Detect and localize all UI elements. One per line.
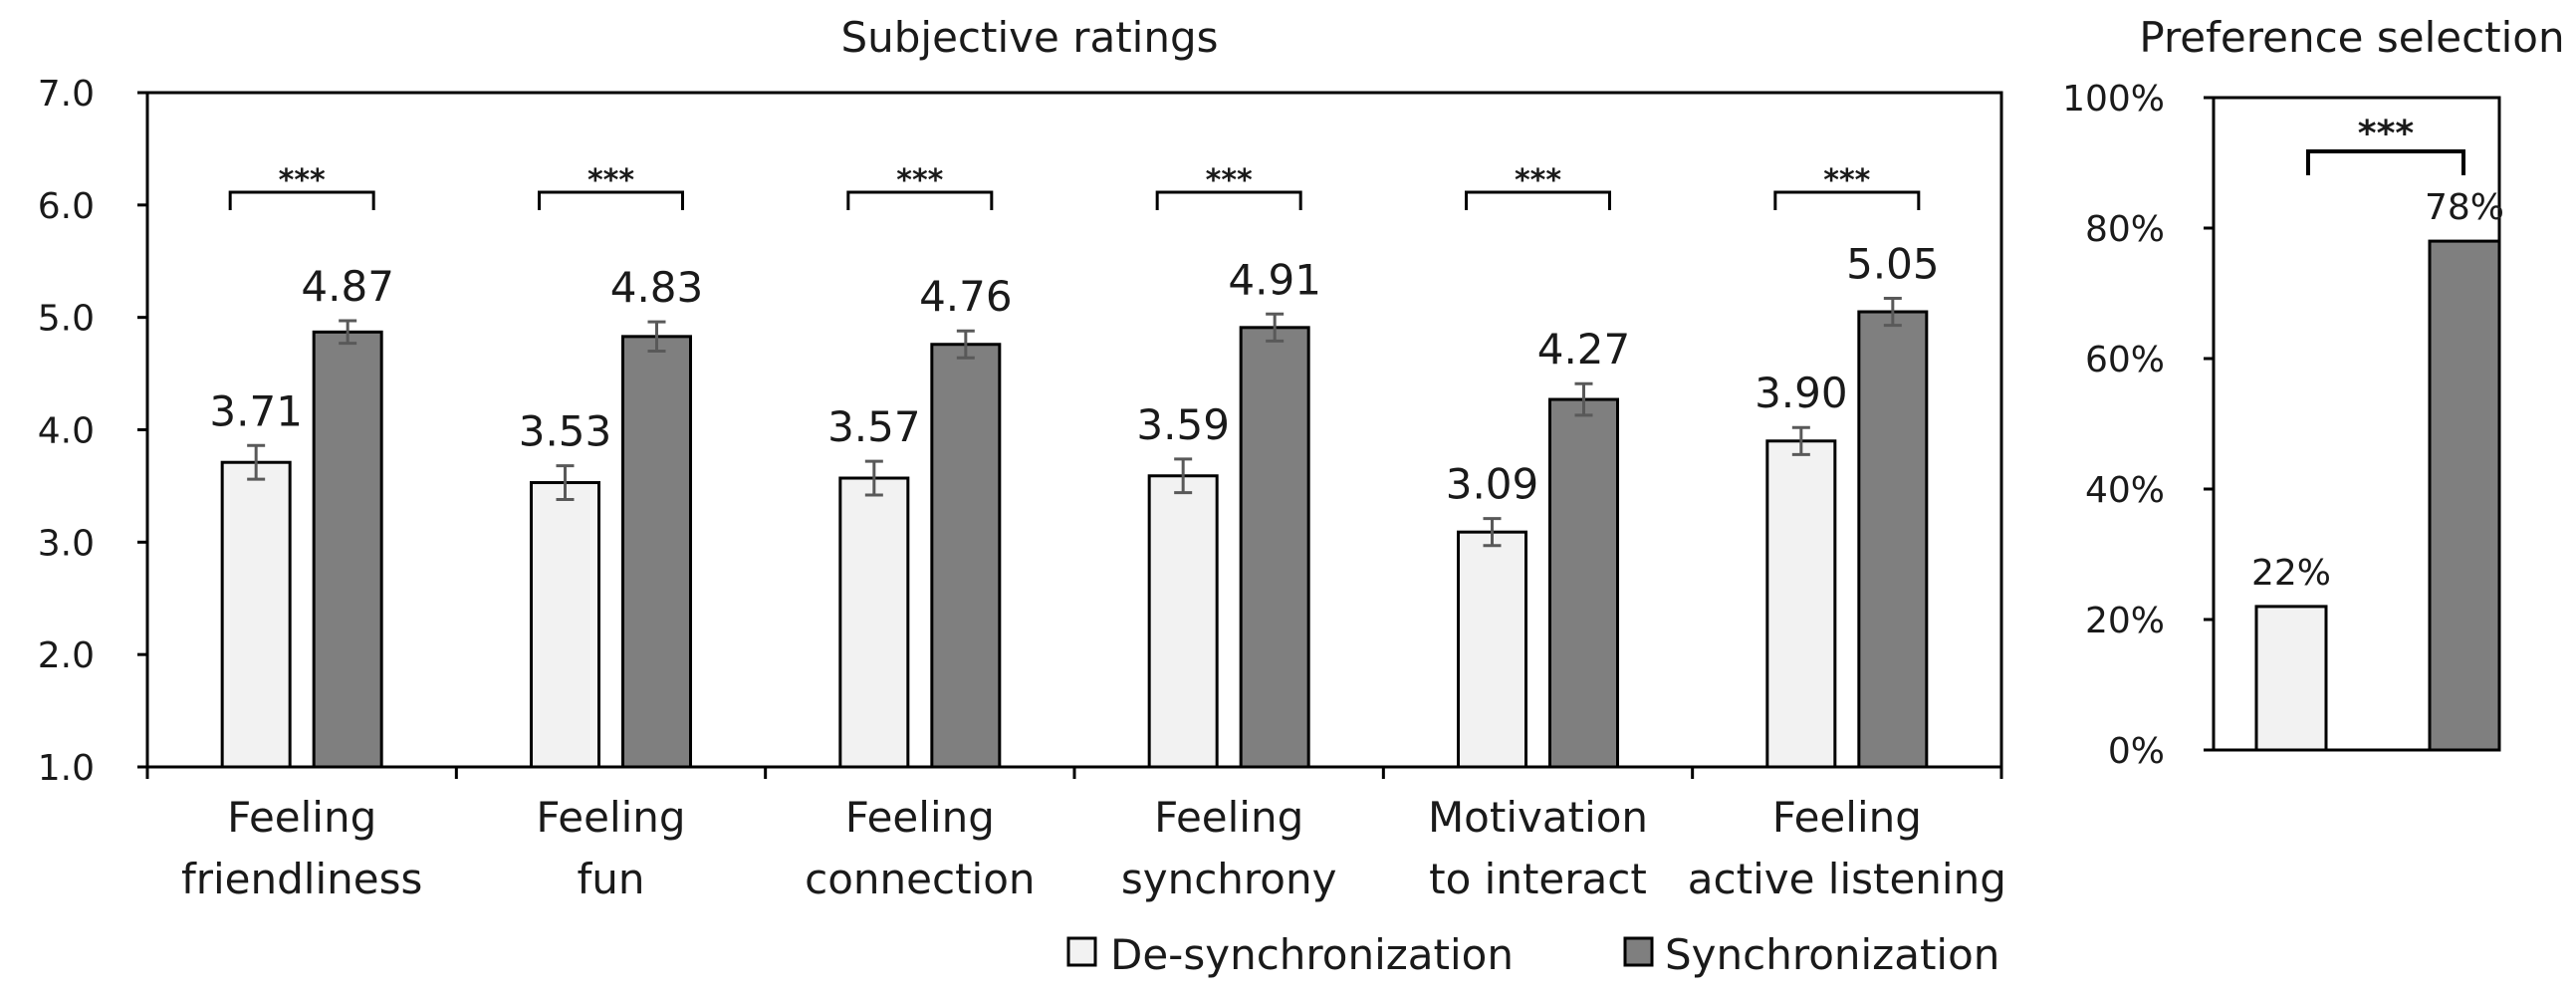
legend: De-synchronization Synchronization <box>1066 930 1999 979</box>
significance-bracket <box>1465 190 1611 210</box>
right-ytick-label: 80% <box>2085 209 2165 250</box>
data-label: 3.59 <box>1136 400 1230 449</box>
category-label: synchrony <box>1121 855 1337 903</box>
significance-bracket <box>228 190 375 210</box>
bar-desync-2 <box>530 481 600 769</box>
right-ytick-label: 60% <box>2085 340 2165 380</box>
significance-label: *** <box>1515 163 1561 198</box>
significance-label: *** <box>279 163 326 198</box>
significance-bracket <box>1155 190 1302 210</box>
significance-label: *** <box>587 163 634 198</box>
category-label: fun <box>577 855 644 903</box>
category-label: Feeling <box>536 793 685 842</box>
bar-sync-5 <box>1548 397 1619 769</box>
category-label: friendliness <box>181 855 422 903</box>
left-ytick-label: 2.0 <box>38 635 95 676</box>
category-label: Motivation <box>1428 793 1648 842</box>
significance-label: *** <box>896 163 943 198</box>
data-label: 3.53 <box>519 407 612 456</box>
data-label: 3.09 <box>1446 460 1539 509</box>
bar-desync-6 <box>1765 439 1837 769</box>
pref-bar-desync <box>2254 605 2328 752</box>
data-label: 4.87 <box>301 262 394 311</box>
right-ytick-label: 20% <box>2085 601 2165 641</box>
category-label: active listening <box>1688 855 2006 903</box>
subjective-ratings-chart: Subjective ratings 1.0 2.0 3.0 4.0 5.0 6.0 7.0… <box>38 13 2006 903</box>
bar-desync-4 <box>1147 474 1219 769</box>
right-chart-title: Preference selection <box>2139 13 2564 62</box>
bar-sync-1 <box>312 330 383 769</box>
category-label: connection <box>805 855 1035 903</box>
data-label: 3.57 <box>827 402 921 451</box>
data-label: 4.83 <box>610 263 704 312</box>
bar-sync-3 <box>930 343 1002 769</box>
pref-data-label: 22% <box>2251 553 2331 594</box>
left-ytick-label: 4.0 <box>38 411 95 452</box>
category-label: Feeling <box>1154 793 1303 842</box>
left-ytick-label: 7.0 <box>38 74 95 115</box>
bar-sync-2 <box>621 335 692 769</box>
legend-label-sync: Synchronization <box>1665 930 1999 979</box>
pref-significance-label: *** <box>2358 114 2415 154</box>
right-ytick-label: 40% <box>2085 470 2165 511</box>
left-ytick-label: 3.0 <box>38 523 95 564</box>
bar-desync-3 <box>838 476 910 769</box>
legend-label-desync: De-synchronization <box>1110 930 1514 979</box>
data-label: 4.76 <box>919 272 1013 321</box>
category-label: Feeling <box>1772 793 1922 842</box>
category-label: to interact <box>1429 855 1647 903</box>
bar-desync-1 <box>220 460 292 769</box>
bar-sync-6 <box>1857 310 1929 769</box>
data-label: 4.27 <box>1537 325 1631 374</box>
left-ytick-label: 6.0 <box>38 186 95 227</box>
data-label: 5.05 <box>1846 239 1940 288</box>
left-plot-frame <box>145 91 2003 769</box>
left-ytick-label: 1.0 <box>38 748 95 789</box>
significance-label: *** <box>1206 163 1253 198</box>
right-ytick-label: 100% <box>2062 79 2165 120</box>
pref-significance-bracket <box>2306 149 2465 175</box>
left-ytick-label: 5.0 <box>38 299 95 340</box>
significance-bracket <box>846 190 994 210</box>
legend-swatch-desync <box>1066 936 1097 967</box>
significance-bracket <box>538 190 684 210</box>
data-label: 3.71 <box>209 386 303 435</box>
legend-swatch-sync <box>1623 936 1654 967</box>
bar-sync-4 <box>1239 326 1310 769</box>
pref-bar-sync <box>2428 239 2501 752</box>
category-label: Feeling <box>227 793 376 842</box>
pref-data-label: 78% <box>2425 187 2504 228</box>
left-chart-title: Subjective ratings <box>840 13 1218 62</box>
data-label: 3.90 <box>1755 369 1848 417</box>
significance-bracket <box>1773 190 1921 210</box>
data-label: 4.91 <box>1228 255 1321 304</box>
preference-selection-chart: Preference selection 0%20%40%60%80%100% … <box>2062 13 2565 772</box>
bar-desync-5 <box>1457 530 1527 769</box>
significance-label: *** <box>1823 163 1870 198</box>
category-label: Feeling <box>845 793 995 842</box>
right-ytick-label: 0% <box>2108 731 2165 772</box>
